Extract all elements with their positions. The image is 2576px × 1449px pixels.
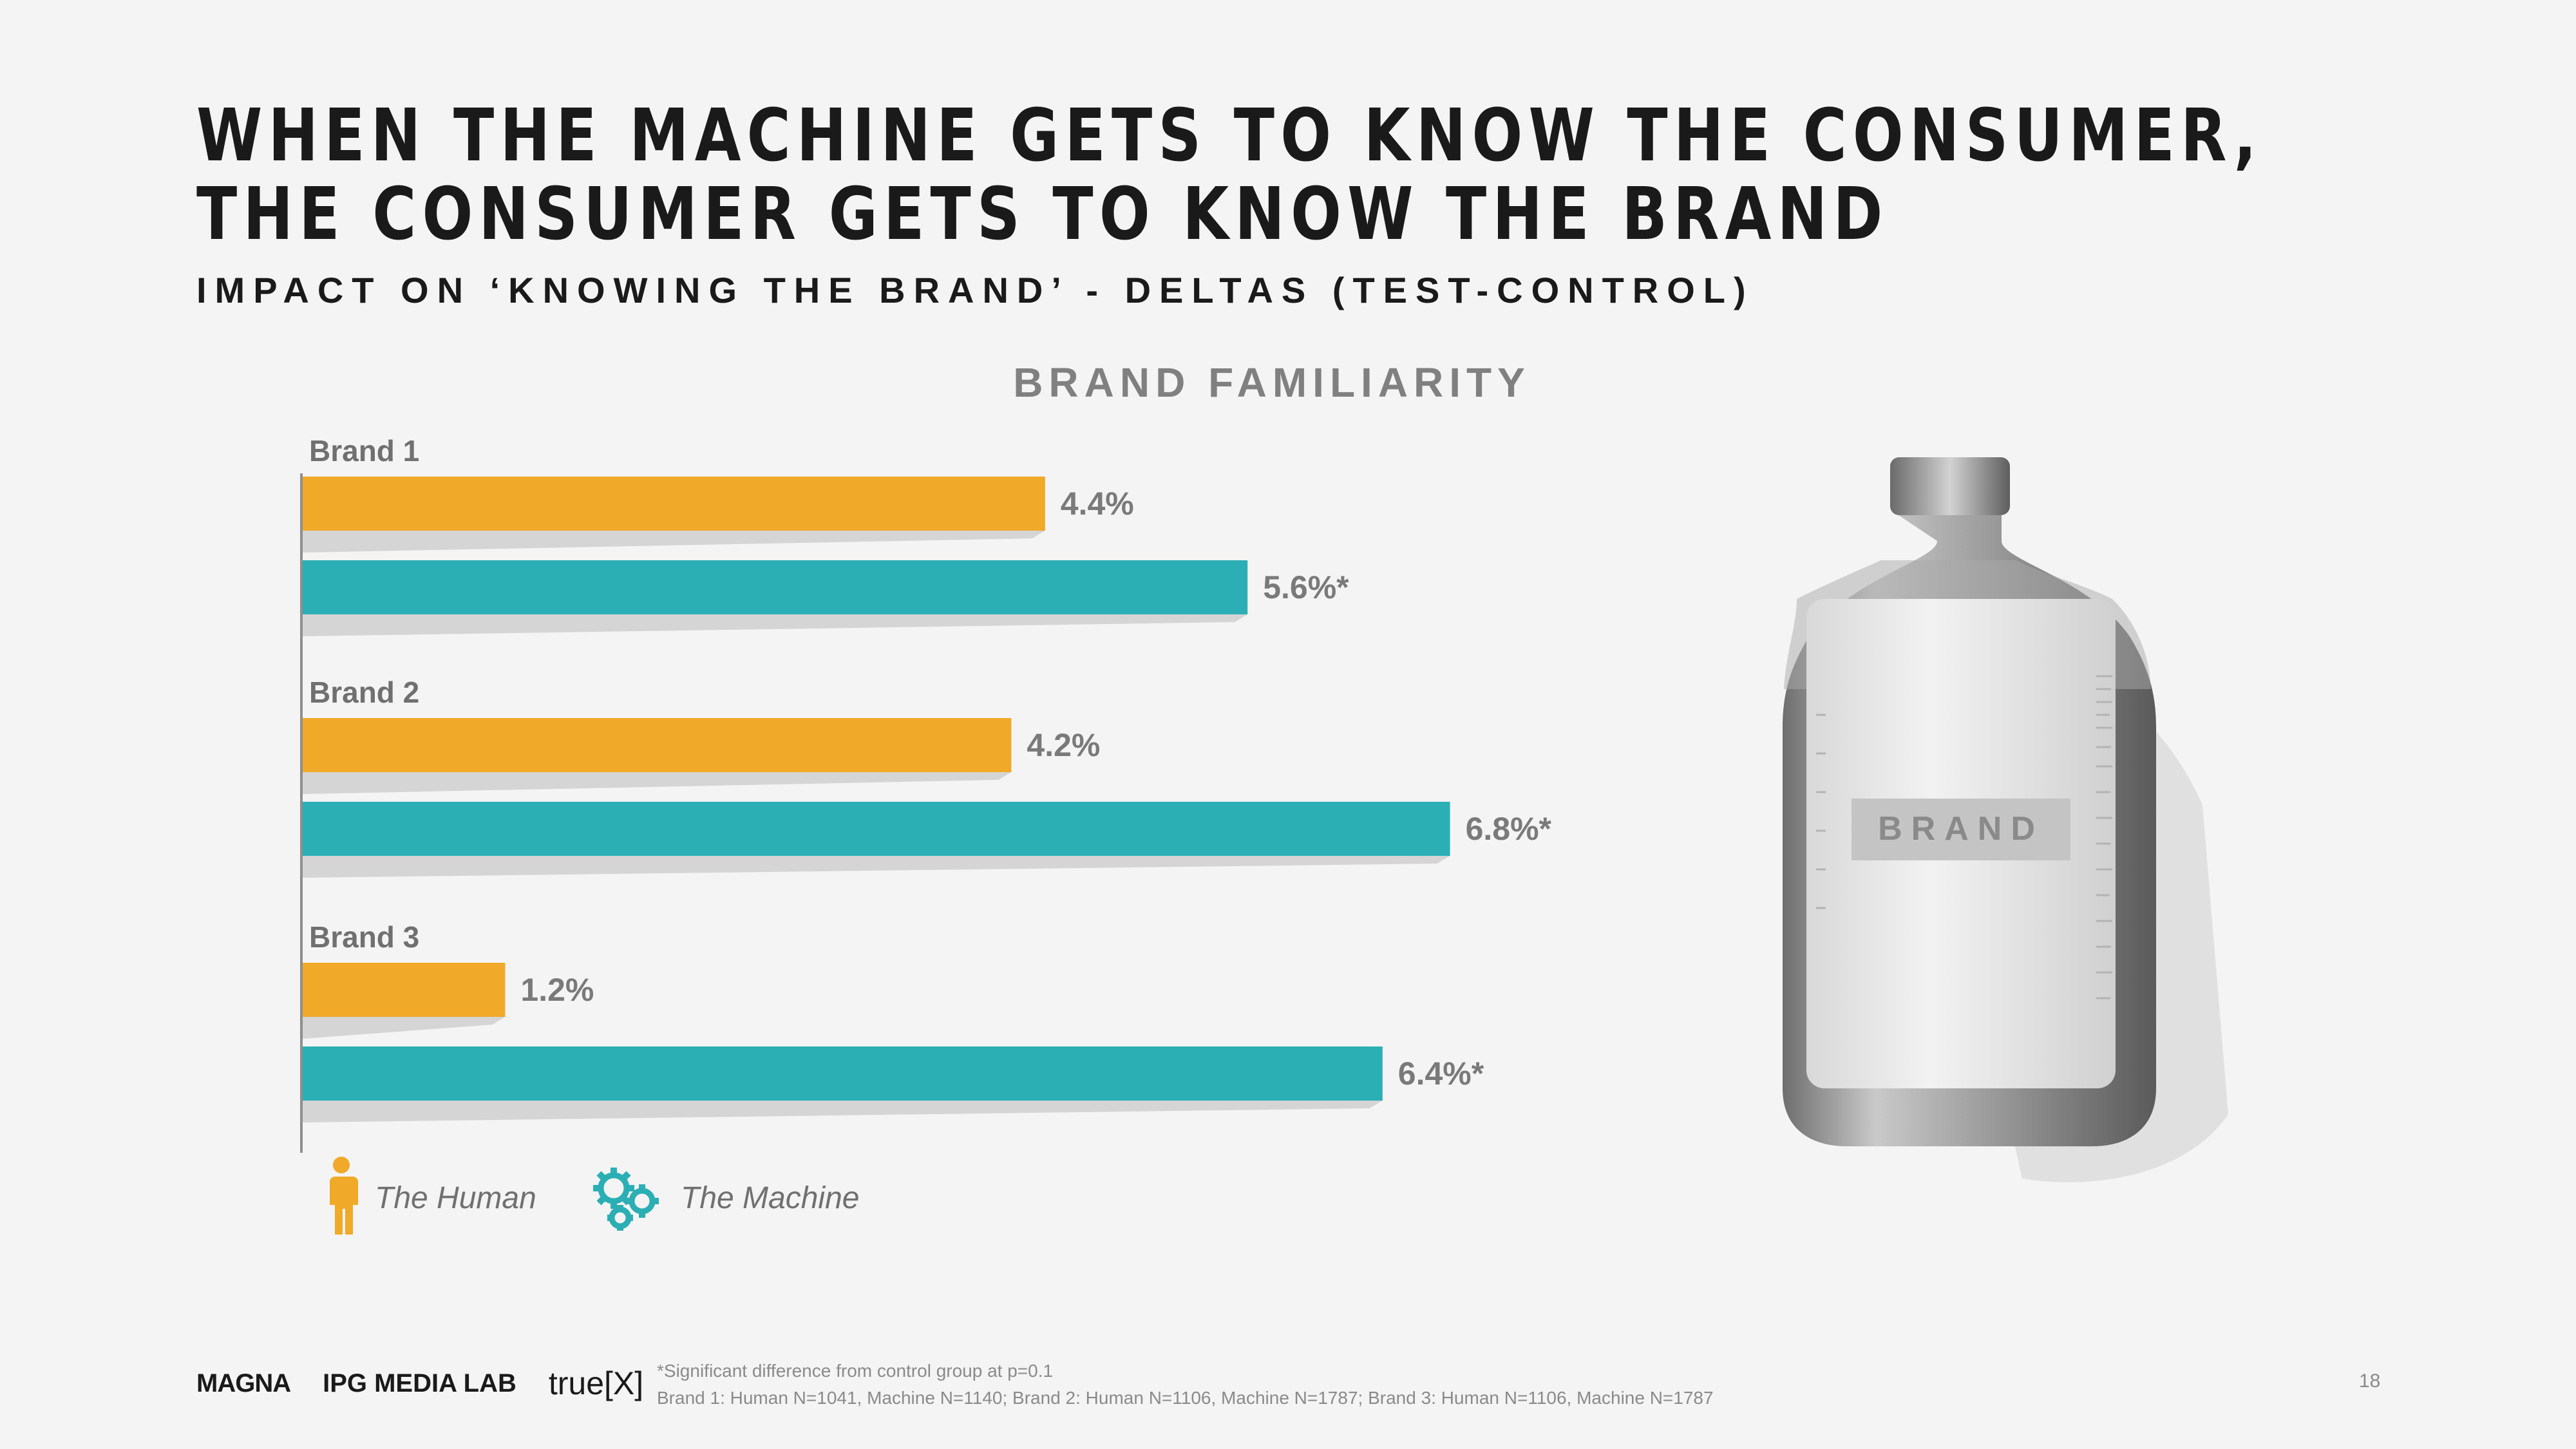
bottle-image: BRAND (1783, 457, 2228, 1182)
footnote-significance: *Significant difference from control gro… (657, 1361, 1054, 1381)
data-label: 5.6%* (1263, 569, 1349, 605)
data-label: 1.2% (520, 972, 594, 1008)
footnote: *Significant difference from control gro… (657, 1358, 1714, 1412)
bar-shadow (303, 1101, 1383, 1122)
category-label: Brand 3 (309, 920, 419, 954)
page-number: 18 (2359, 1370, 2381, 1392)
data-label: 4.2% (1027, 727, 1100, 763)
footer-logos: MAGNA IPG MEDIA LAB true[X] (196, 1364, 643, 1403)
legend-human: The Human (322, 1157, 536, 1236)
brand-familiarity-chart: BRAND FAMILIARITY Brand 1 4.4% 5.6%* Brand … (300, 359, 1552, 1153)
bar-machine-2 (303, 802, 1450, 856)
data-label: 6.4%* (1398, 1056, 1484, 1092)
bottle-label-text: BRAND (1878, 810, 2044, 848)
gears-icon (593, 1168, 659, 1231)
category-label: Brand 1 (309, 434, 419, 468)
bar-shadow (303, 1017, 506, 1039)
person-icon (330, 1157, 358, 1235)
bar-human-1 (303, 477, 1045, 531)
bar-human-2 (303, 718, 1012, 772)
data-label: 4.4% (1061, 486, 1134, 522)
page-subtitle: IMPACT ON ‘KNOWING THE BRAND’ - DELTAS (… (196, 270, 1754, 310)
truex-logo: true[X] (548, 1365, 644, 1401)
legend-machine-label: The Machine (681, 1180, 860, 1215)
bar-shadow (303, 772, 1012, 794)
footnote-sample-sizes: Brand 1: Human N=1041, Machine N=1140; B… (657, 1388, 1714, 1408)
chart-title: BRAND FAMILIARITY (1013, 359, 1531, 406)
ipg-media-lab-logo: IPG MEDIA LAB (323, 1368, 516, 1397)
legend-human-label: The Human (375, 1180, 536, 1215)
magna-logo: MAGNA (196, 1368, 291, 1397)
page-title: WHEN THE MACHINE GETS TO KNOW THE CONSUM… (196, 94, 2263, 256)
bar-machine-1 (303, 560, 1248, 614)
bar-human-3 (303, 963, 506, 1017)
bar-shadow (303, 856, 1450, 878)
bar-shadow (303, 614, 1248, 636)
bar-shadow (303, 531, 1045, 553)
category-label: Brand 2 (309, 676, 419, 709)
data-label: 6.8%* (1466, 811, 1552, 847)
legend-machine: The Machine (589, 1159, 859, 1236)
bar-machine-3 (303, 1046, 1383, 1101)
